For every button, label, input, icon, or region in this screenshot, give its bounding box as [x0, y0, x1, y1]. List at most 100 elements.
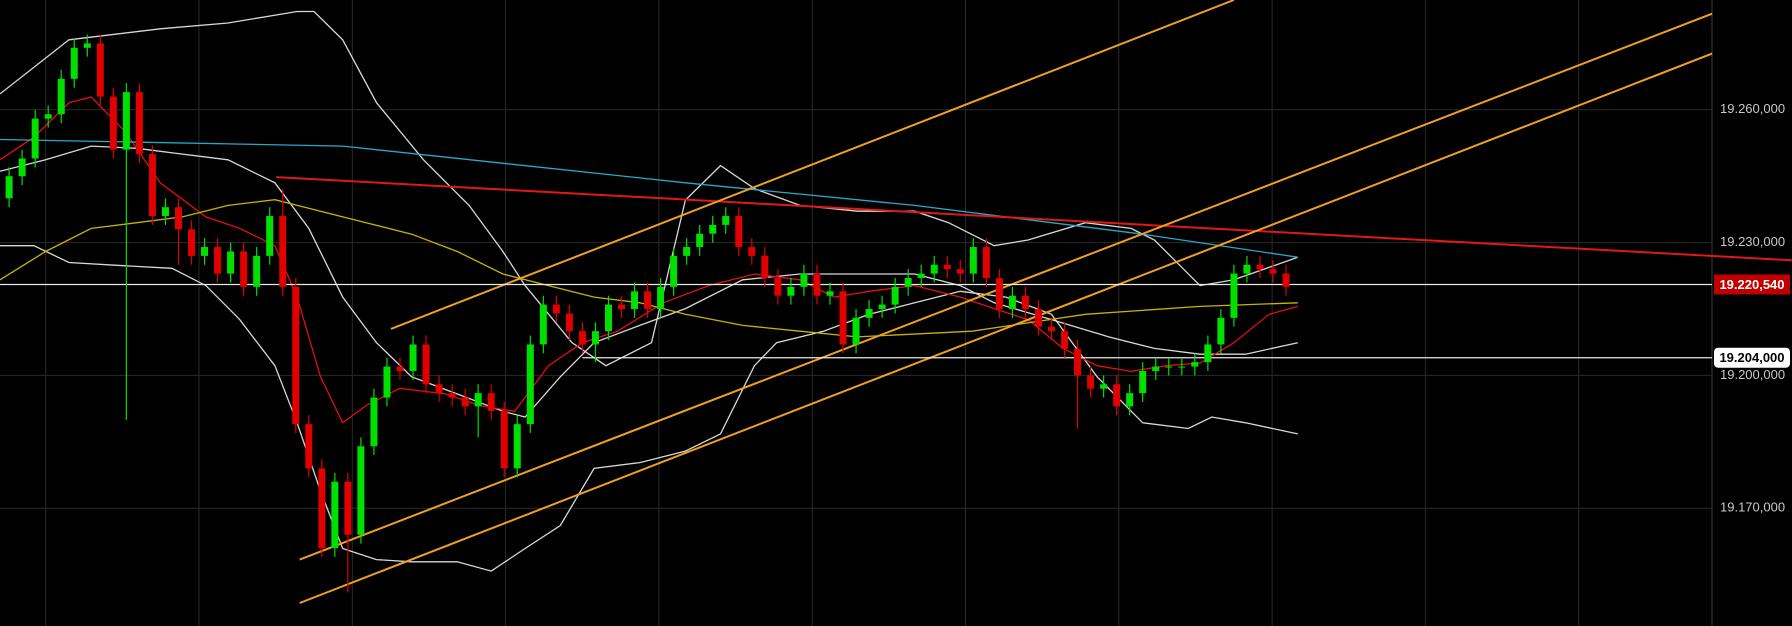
- candle-body: [487, 393, 495, 411]
- candle-body: [188, 229, 196, 256]
- candle-body: [852, 317, 860, 345]
- candle-body: [578, 331, 586, 345]
- indicator-line: [0, 138, 1298, 258]
- candle-body: [969, 247, 977, 274]
- indicator-line: [299, 12, 1713, 561]
- candle-body: [461, 397, 469, 407]
- candle-body: [1256, 264, 1264, 270]
- indicator-line: [0, 199, 1298, 338]
- candle-body: [552, 304, 560, 314]
- candle-body: [826, 291, 834, 296]
- candle-body: [904, 278, 912, 287]
- candle-body: [83, 43, 91, 48]
- candle-body: [253, 255, 261, 287]
- candle-body: [1087, 375, 1095, 389]
- candle-body: [943, 264, 951, 270]
- indicator-line: [0, 145, 1298, 418]
- y-tick-label: 19.230,000: [1720, 234, 1785, 249]
- candle-body: [57, 78, 65, 115]
- candle-body: [227, 251, 235, 274]
- candle-body: [409, 344, 417, 371]
- candle-body: [761, 255, 769, 279]
- candle-body: [201, 247, 209, 256]
- candle-body: [474, 393, 482, 407]
- candle-body: [500, 410, 508, 469]
- candle-body: [305, 424, 313, 469]
- candle-body: [1021, 295, 1029, 310]
- candle-body: [565, 313, 573, 332]
- candle-body: [748, 247, 756, 256]
- candle-body: [618, 304, 626, 310]
- candle-body: [800, 273, 808, 287]
- candle-body: [839, 291, 847, 345]
- candle-body: [513, 424, 521, 469]
- candle-body: [787, 286, 795, 296]
- candle-body: [448, 393, 456, 398]
- candle-body: [96, 43, 104, 97]
- y-tick-label: 19.200,000: [1720, 367, 1785, 382]
- candle-body: [878, 304, 886, 310]
- candle-body: [930, 264, 938, 274]
- candle-body: [1008, 295, 1016, 310]
- candle-body: [1139, 370, 1147, 394]
- indicator-line: [299, 52, 1713, 604]
- y-tick-label: 19.170,000: [1720, 500, 1785, 515]
- candle-body: [1048, 326, 1055, 332]
- candle-body: [683, 247, 691, 256]
- candle-body: [266, 216, 274, 256]
- candle-body: [709, 224, 717, 234]
- candle-body: [18, 158, 26, 177]
- candle-body: [357, 446, 365, 535]
- candle-body: [1165, 366, 1173, 368]
- candle-body: [122, 92, 130, 150]
- price-label: 19.204,000: [1719, 350, 1784, 365]
- y-tick-label: 19.260,000: [1720, 101, 1785, 116]
- candle-body: [1269, 269, 1277, 274]
- price-label-box: [1714, 274, 1790, 295]
- candle-body: [148, 154, 156, 217]
- candle-body: [774, 278, 782, 296]
- candle-body: [435, 384, 443, 394]
- candle-body: [956, 269, 964, 274]
- candle-body: [1243, 264, 1251, 274]
- candle-body: [318, 468, 326, 549]
- candle-body: [591, 331, 599, 345]
- candle-body: [1034, 309, 1042, 327]
- candle-body: [995, 278, 1003, 310]
- candle-body: [526, 344, 534, 425]
- indicator-line: [0, 10, 1299, 367]
- candle-body: [604, 304, 612, 332]
- candle-body: [539, 304, 547, 345]
- candle-body: [5, 176, 13, 199]
- candle-body: [644, 291, 652, 310]
- candle-body: [1282, 273, 1290, 287]
- candle-body: [44, 114, 52, 119]
- indicator-line: [390, 0, 1235, 330]
- candle-body: [1191, 362, 1199, 367]
- price-label: 19.220,540: [1719, 277, 1784, 292]
- candle-body: [722, 216, 730, 225]
- candle-body: [422, 344, 430, 385]
- candle-body: [1100, 384, 1108, 389]
- indicator-line: [0, 96, 1298, 424]
- candle-body: [279, 216, 287, 287]
- candle-body: [1217, 317, 1225, 345]
- candle-body: [292, 286, 300, 425]
- candle-body: [1152, 366, 1160, 371]
- candle-body: [657, 286, 665, 310]
- candle-body: [1113, 384, 1121, 407]
- candle-body: [240, 251, 248, 287]
- candle-body: [135, 92, 143, 155]
- candle-body: [1230, 273, 1238, 318]
- candle-body: [865, 309, 873, 318]
- price-label-box: [1714, 347, 1790, 368]
- candle-body: [1126, 393, 1134, 407]
- candle-body: [891, 286, 899, 305]
- candle-body: [331, 481, 339, 549]
- candle-body: [696, 233, 704, 248]
- candle-body: [670, 255, 678, 287]
- candle-body: [917, 273, 925, 279]
